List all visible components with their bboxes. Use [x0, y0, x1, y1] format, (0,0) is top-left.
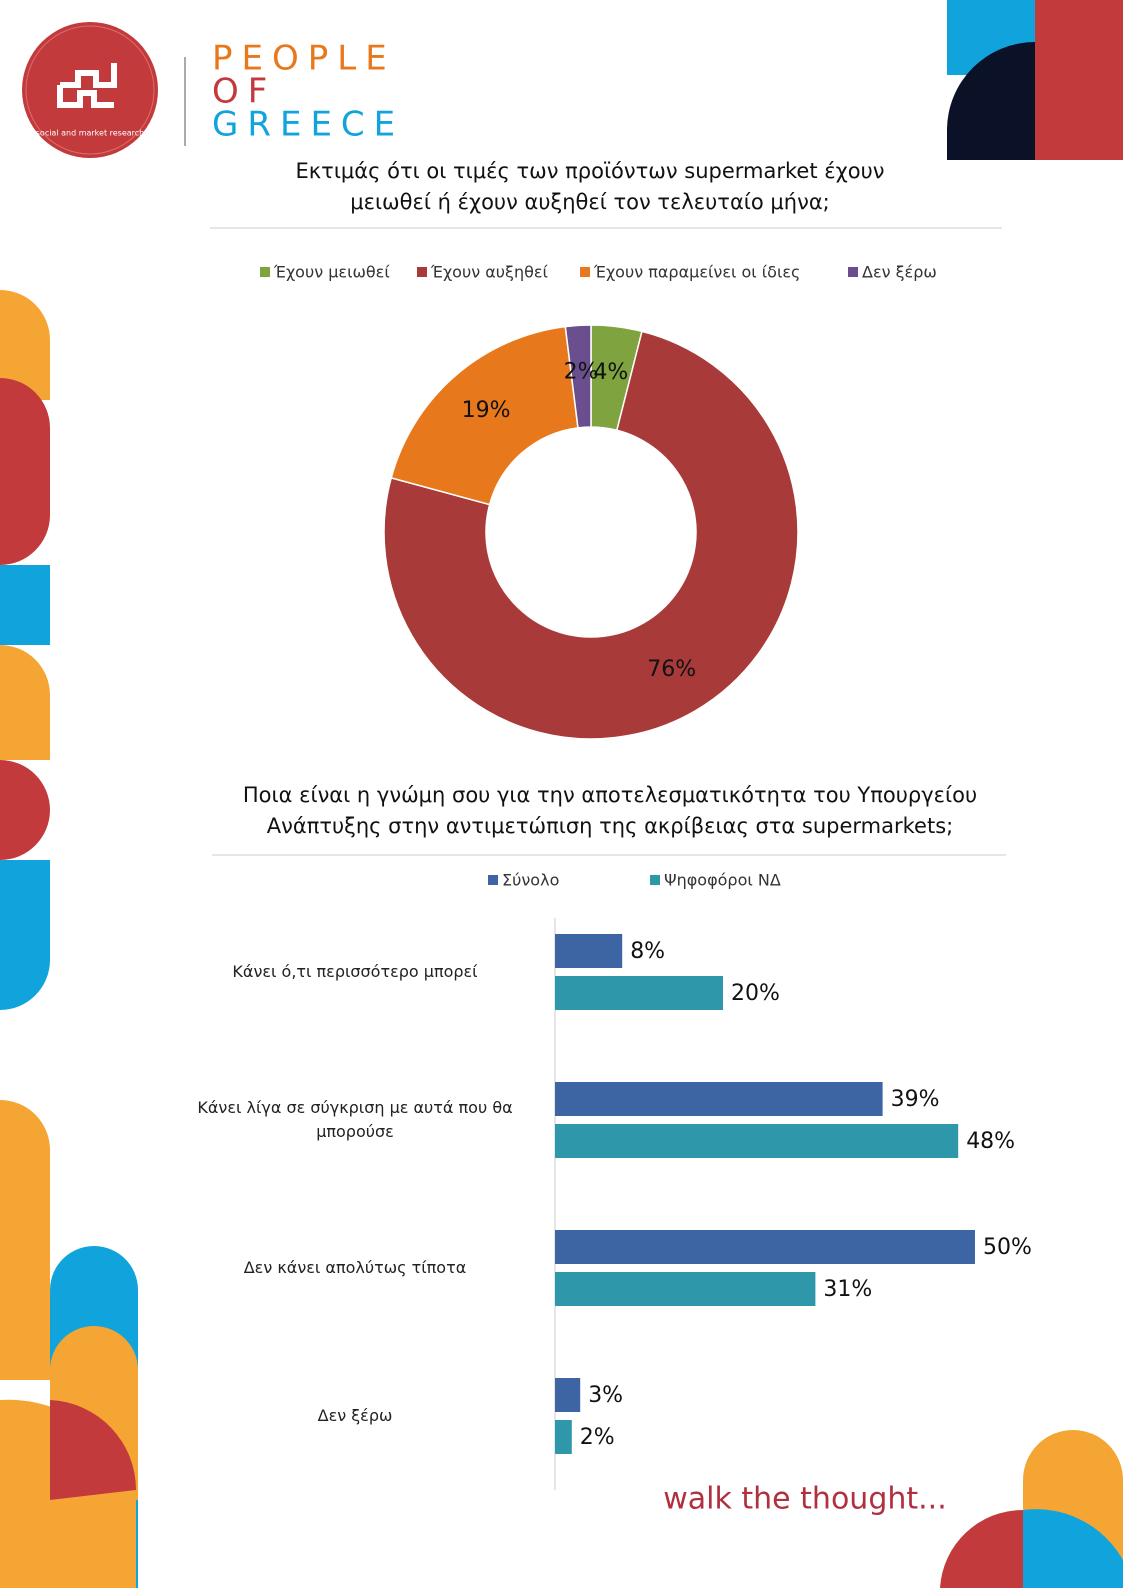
chart-title: Ποια είναι η γνώμη σου για την αποτελεσμ…	[242, 783, 978, 838]
data-label: 50%	[983, 1235, 1032, 1260]
legend-label: Δεν ξέρω	[862, 263, 937, 282]
y-tick-label: Δεν ξέρω	[317, 1406, 393, 1425]
data-label: 39%	[891, 1087, 940, 1112]
data-label: 31%	[823, 1277, 872, 1302]
legend-label: Έχουν μειωθεί	[273, 263, 390, 282]
bar	[555, 1272, 816, 1306]
legend-swatch	[488, 875, 498, 885]
data-label: 20%	[731, 981, 780, 1006]
legend-swatch	[260, 267, 270, 277]
brand-line: OF	[212, 72, 276, 112]
bar	[555, 1420, 572, 1454]
legend-swatch	[848, 267, 858, 277]
data-label: 8%	[630, 939, 665, 964]
data-label: 3%	[588, 1383, 623, 1408]
bar	[555, 1230, 975, 1264]
data-label: 19%	[462, 398, 511, 423]
legend-label: Έχουν αυξηθεί	[430, 263, 549, 282]
y-tick-label: Δεν κάνει απολύτως τίποτα	[243, 1258, 467, 1277]
data-label: 48%	[966, 1129, 1015, 1154]
donut-slice	[390, 325, 579, 506]
bar	[555, 1082, 883, 1116]
legend-swatch	[417, 267, 427, 277]
y-tick-label: Κάνει ό,τι περισσότερο μπορεί	[232, 962, 478, 981]
data-label: 2%	[564, 359, 599, 384]
brand-line: PEOPLE	[212, 39, 396, 79]
bar	[555, 934, 623, 968]
logo-text: social and market research	[36, 129, 145, 138]
data-label: 4%	[593, 360, 628, 385]
legend-label: Ψηφοφόροι ΝΔ	[664, 871, 781, 890]
bar	[555, 1124, 959, 1158]
data-label: 76%	[647, 657, 696, 682]
donut-slice	[383, 330, 799, 740]
legend-swatch	[650, 875, 660, 885]
donut-slice	[564, 324, 592, 429]
legend-swatch	[580, 267, 590, 277]
y-tick-label: Κάνει λίγα σε σύγκριση με αυτά που θα μπ…	[197, 1098, 513, 1141]
bar	[555, 1378, 581, 1412]
legend-label: Σύνολο	[502, 871, 559, 890]
tagline: walk the thought...	[663, 1482, 947, 1517]
chart-title: Εκτιμάς ότι οι τιμές των προϊόντων super…	[295, 159, 885, 214]
brand-line: GREECE	[212, 105, 404, 145]
data-label: 2%	[580, 1425, 615, 1450]
bar	[555, 976, 723, 1010]
legend-label: Έχουν παραμείνει οι ίδιες	[593, 263, 800, 282]
